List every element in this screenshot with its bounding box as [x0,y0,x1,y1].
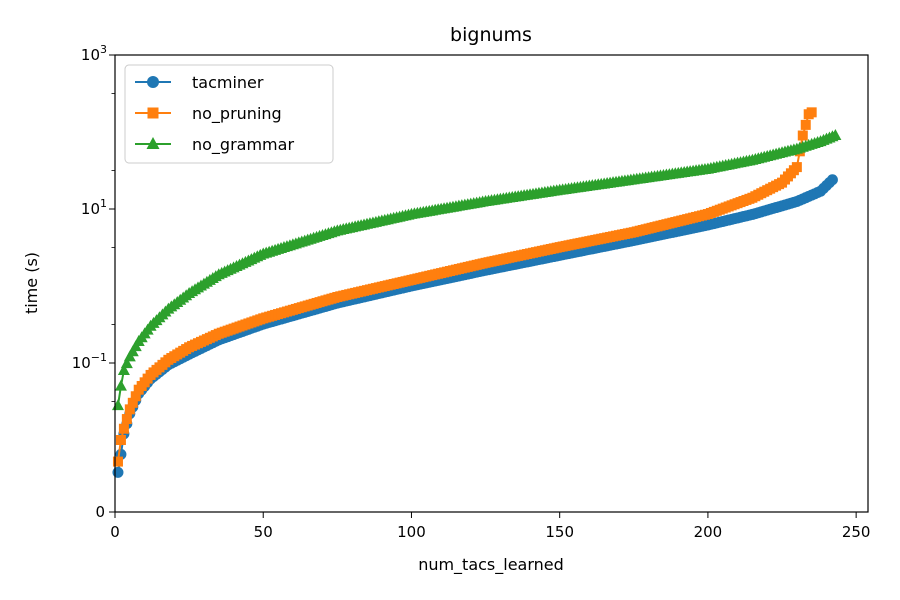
legend-marker [147,107,159,119]
x-tick-label: 150 [545,523,574,541]
data-point-no_pruning [121,414,132,425]
series-no_grammar [111,129,842,411]
y-tick-label: 101 [81,197,107,218]
legend-marker [146,137,160,149]
data-point-no_pruning [797,130,808,141]
x-tick-label: 50 [254,523,273,541]
data-point-no_pruning [806,107,817,118]
data-point-no_grammar [829,129,842,141]
data-point-tacminer [112,466,124,478]
y-tick-label: 103 [81,43,107,64]
data-point-no_pruning [791,162,802,173]
series-layer [111,107,842,478]
legend-label: no_pruning [192,104,282,124]
data-point-no_pruning [800,119,811,130]
data-point-no_pruning [130,391,141,402]
data-point-no_pruning [115,435,126,445]
data-point-tacminer [826,174,838,186]
plot-frame [114,54,869,513]
y-tick-label: 0 [95,503,105,521]
data-point-no_pruning [124,404,135,415]
x-tick-label: 250 [842,523,871,541]
data-point-no_grammar [120,357,133,369]
axes-layer: 0 50 100 150 200 250 0 10−1 101 103 [72,43,871,541]
legend-box [124,64,334,164]
legend-marker [147,76,159,88]
x-tick-label: 0 [110,523,120,541]
x-tick-label: 200 [694,523,723,541]
legend-label: tacminer [192,73,264,92]
x-tick-label: 100 [397,523,426,541]
chart-title: bignums [450,24,532,46]
y-tick-label: 10−1 [72,351,107,372]
data-point-no_pruning [127,397,138,408]
data-point-no_grammar [114,379,127,391]
data-point-no_pruning [118,423,129,434]
legend-label: no_grammar [192,135,294,155]
data-point-no_pruning [112,456,123,467]
y-axis-label: time (s) [22,252,41,314]
data-point-no_grammar [117,363,130,375]
series-no_pruning [112,107,817,467]
x-axis-label: num_tacs_learned [418,555,564,575]
legend: tacminer no_pruning no_grammar [124,64,334,164]
